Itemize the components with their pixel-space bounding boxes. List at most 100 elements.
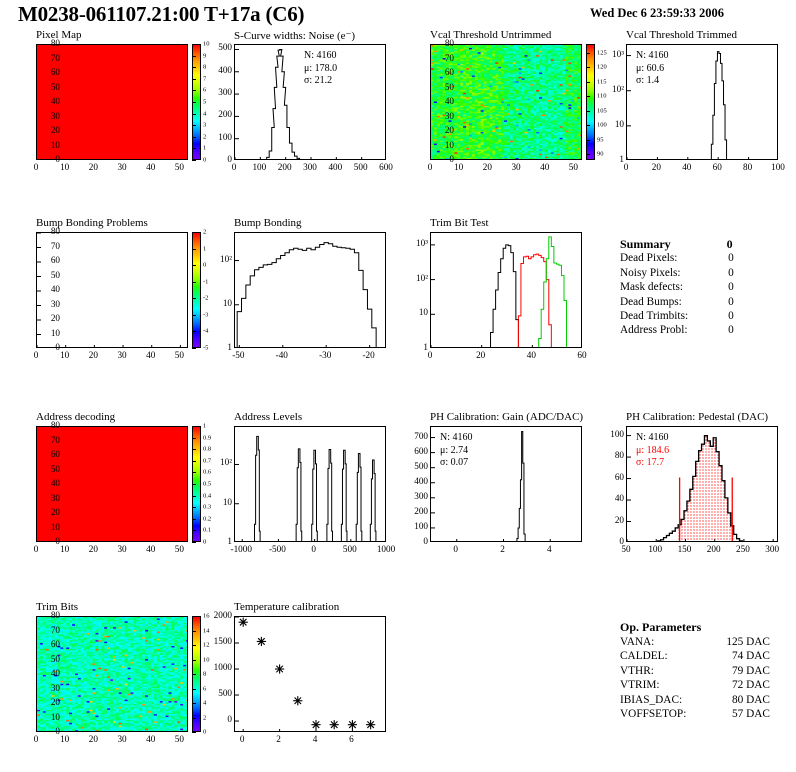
x-axis-tick-label: 20 [88,734,98,744]
palette-tick [192,616,196,617]
summary-row-value: 0 [728,266,734,279]
palette-tick [192,630,196,632]
palette-tick [192,472,196,474]
palette-tick [192,265,196,267]
x-axis-tick-label: 0 [623,162,629,172]
summary-row: Dead Bumps: 0 [620,295,734,309]
palette-tick [192,348,196,349]
plot-frame [234,232,386,348]
palette-tick-label: 0 [203,261,207,269]
x-axis-tick-label: 0 [33,350,39,360]
x-axis-tick-label: 1000 [376,544,396,554]
palette-tick [192,659,196,661]
palette-tick-label: 10 [203,656,210,663]
palette-tick [192,232,196,233]
stats-mean: μ: 178.0 [304,62,338,74]
plot-stats-box: N: 4160 μ: 2.74 σ: 0.07 [440,432,473,470]
palette-tick-label: 12 [203,641,210,649]
palette-tick-label: 0 [203,156,207,164]
y-axis-tick-label: 10 [50,521,60,532]
address-level-peak [326,449,333,541]
y-axis-tick-label: 10 [418,307,428,318]
palette-tick [192,495,196,497]
palette-tick-label: 1 [203,422,207,430]
op-parameter-value: 80 DAC [731,693,770,706]
plot-frame [234,44,386,160]
y-axis-tick-label: 0 [449,154,454,164]
palette-tick-label: 115 [597,78,607,86]
address-level-peak [295,448,303,541]
plot-title: Temperature calibration [234,601,340,613]
y-axis-tick-label: 70 [50,434,60,445]
summary-row-label: Mask defects: [620,281,684,294]
summary-row-label: Dead Trimbits: [620,310,689,323]
y-axis-tick-label: 40 [614,493,624,504]
x-axis-tick-label: 80 [743,162,753,172]
y-axis-tick-label: 10 [222,496,232,507]
y-axis-tick-label: 600 [414,445,428,456]
y-axis-tick-label: 100 [218,131,232,142]
palette-tick-label: 4 [203,699,207,707]
x-axis-tick-label: 20 [88,544,98,554]
op-parameter-value: 125 DAC [726,636,770,648]
y-axis-tick-label: 0 [227,154,232,164]
palette-tick-label: 0.6 [203,468,212,476]
plot-title: Vcal Threshold Untrimmed [430,29,552,41]
y-axis-tick-label: 10³ [416,237,428,248]
x-axis-tick-label: 300 [303,162,317,172]
y-axis-tick-label: 1 [227,536,232,546]
x-axis-tick-label: 500 [353,162,368,172]
y-axis-tick-label: 20 [444,125,454,135]
y-axis-tick-label: 10 [444,139,454,150]
palette-tick-label: 1 [203,245,207,253]
summary-row-value: 0 [728,252,734,265]
x-axis-tick-label: 0 [453,544,459,554]
plot-title: Vcal Threshold Trimmed [626,29,738,41]
x-axis-tick-label: 2 [276,734,281,744]
x-axis-tick-label: 200 [706,544,721,554]
op-parameter-row: VOFFSETOP: 57 DAC [620,707,770,721]
palette-tick [586,52,590,54]
x-axis-tick-label: 30 [117,162,127,172]
x-axis-tick-label: -30 [319,350,332,360]
series-red-curve [517,253,552,347]
plot-frame [36,232,188,348]
y-axis-tick-label: 60 [50,639,60,649]
color-palette-bar [586,44,595,160]
plot-title: Trim Bits [36,601,79,613]
y-axis-tick-label: 30 [444,110,454,121]
x-axis-tick-label: -20 [362,350,375,360]
y-axis-tick-label: 100 [414,520,428,531]
y-axis-tick-label: 50 [50,653,60,664]
y-axis-tick-label: 70 [50,624,60,635]
histogram-outline [516,431,526,541]
op-parameter-value: 74 DAC [731,650,770,663]
palette-tick-label: 0.2 [203,515,212,523]
palette-tick [586,154,590,156]
y-axis-tick-label: 40 [50,284,60,294]
stats-mean: μ: 2.74 [440,444,469,456]
palette-tick [192,449,196,451]
palette-tick-label: 1 [203,144,207,152]
scatter-marker [366,720,376,730]
palette-tick-label: 10 [203,40,210,48]
x-axis-tick-label: 30 [117,544,127,554]
series-black-curve [490,244,519,347]
x-axis-tick-label: 600 [379,162,393,172]
palette-tick-label: 0 [203,728,207,736]
palette-tick-label: 7 [203,75,207,83]
y-axis-tick-label: 10² [612,83,624,94]
y-axis-tick-label: 10³ [612,48,624,59]
palette-tick [192,530,196,532]
scatter-marker [256,636,266,647]
y-axis-tick-label: 80 [614,450,624,461]
summary-row: Dead Pixels: 0 [620,251,734,265]
x-axis-tick-label: 0 [427,162,433,172]
y-axis-tick-label: 40 [444,96,454,106]
op-parameter-label: IBIAS_DAC: [620,693,683,706]
palette-tick-label: 0.8 [203,445,212,453]
x-axis-tick-label: 200 [277,162,292,172]
x-axis-tick-label: 40 [146,162,156,172]
plot-title: Bump Bonding Problems [36,217,148,229]
y-axis-tick-label: 1 [619,154,624,164]
